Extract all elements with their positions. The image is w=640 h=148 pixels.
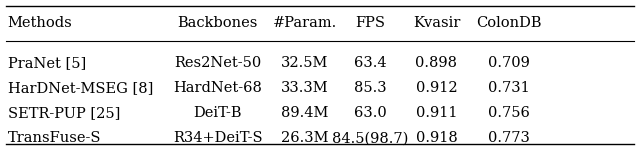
Text: 0.912: 0.912: [415, 81, 458, 95]
Text: #Param.: #Param.: [273, 16, 337, 30]
Text: 0.898: 0.898: [415, 56, 458, 70]
Text: 0.756: 0.756: [488, 106, 530, 120]
Text: Res2Net-50: Res2Net-50: [174, 56, 261, 70]
Text: 0.911: 0.911: [416, 106, 457, 120]
Text: 0.773: 0.773: [488, 131, 530, 145]
Text: 84.5(98.7): 84.5(98.7): [332, 131, 408, 145]
Text: FPS: FPS: [355, 16, 385, 30]
Text: 0.918: 0.918: [415, 131, 458, 145]
Text: 26.3M: 26.3M: [281, 131, 328, 145]
Text: 89.4M: 89.4M: [281, 106, 328, 120]
Text: R34+DeiT-S: R34+DeiT-S: [173, 131, 262, 145]
Text: Kvasir: Kvasir: [413, 16, 460, 30]
Text: ColonDB: ColonDB: [476, 16, 541, 30]
Text: 33.3M: 33.3M: [281, 81, 328, 95]
Text: Methods: Methods: [8, 16, 72, 30]
Text: 32.5M: 32.5M: [281, 56, 328, 70]
Text: 0.731: 0.731: [488, 81, 530, 95]
Text: 63.4: 63.4: [354, 56, 386, 70]
Text: TransFuse-S: TransFuse-S: [8, 131, 101, 145]
Text: SETR-PUP [25]: SETR-PUP [25]: [8, 106, 120, 120]
Text: HarDNet-MSEG [8]: HarDNet-MSEG [8]: [8, 81, 153, 95]
Text: 85.3: 85.3: [354, 81, 386, 95]
Text: 63.0: 63.0: [353, 106, 387, 120]
Text: DeiT-B: DeiT-B: [193, 106, 242, 120]
Text: PraNet [5]: PraNet [5]: [8, 56, 86, 70]
Text: HardNet-68: HardNet-68: [173, 81, 262, 95]
Text: Backbones: Backbones: [177, 16, 258, 30]
Text: 0.709: 0.709: [488, 56, 530, 70]
